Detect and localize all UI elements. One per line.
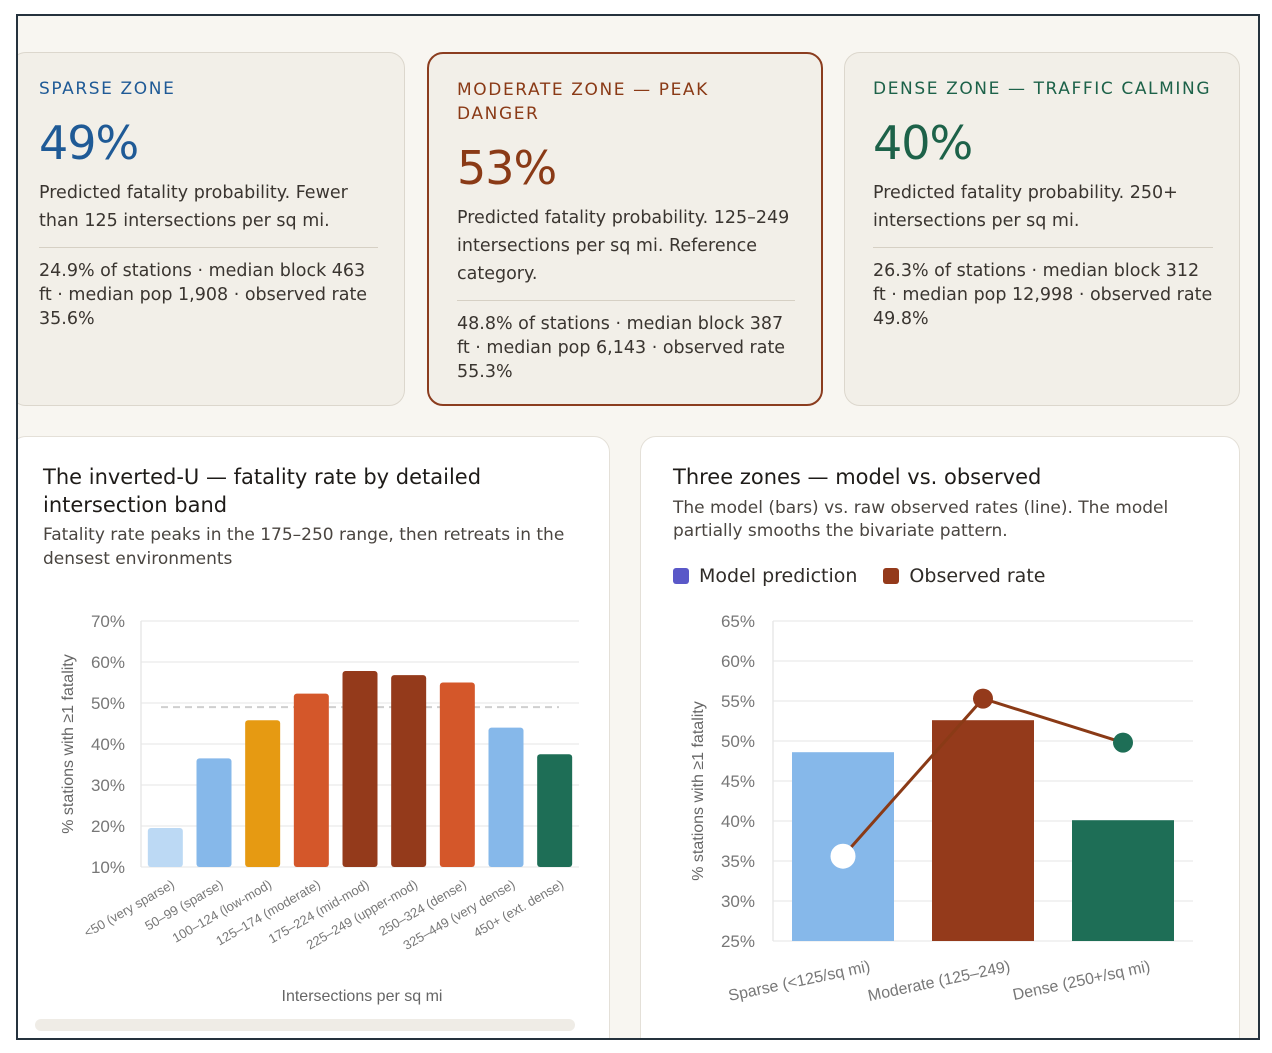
y-tick-label: 35% — [721, 852, 755, 871]
y-tick-label: 45% — [721, 772, 755, 791]
chart-title: The inverted-U — fatality rate by detail… — [43, 465, 482, 517]
bar — [439, 682, 475, 867]
bar — [245, 720, 281, 867]
legend-label: Model prediction — [699, 565, 858, 587]
chart-title: Three zones — model vs. observed — [673, 465, 1042, 489]
x-tick-label: 450+ (ext. dense) — [471, 877, 566, 941]
bar — [537, 754, 573, 867]
zone-description: Predicted fatality probability. Fewer th… — [39, 183, 348, 231]
model-bar — [932, 720, 1034, 941]
legend-item-model[interactable]: Model prediction — [673, 565, 857, 587]
scroll-strip — [35, 1019, 575, 1031]
y-tick-label: 40% — [721, 812, 755, 831]
bar — [196, 758, 232, 867]
zone-percentage: 40% — [873, 116, 973, 170]
y-tick-label: 50% — [91, 694, 125, 713]
zone-title: MODERATE ZONE — PEAK DANGER — [457, 80, 709, 124]
dense-zone-card: DENSE ZONE — TRAFFIC CALMING 40% Predict… — [844, 52, 1240, 406]
legend-item-observed[interactable]: Observed rate — [883, 565, 1045, 587]
y-tick-label: 50% — [721, 732, 755, 751]
zone-title: DENSE ZONE — TRAFFIC CALMING — [873, 79, 1212, 99]
three-zones-chart-panel: Three zones — model vs. observed The mod… — [640, 436, 1240, 1038]
y-tick-label: 70% — [91, 612, 125, 631]
moderate-zone-card: MODERATE ZONE — PEAK DANGER 53% Predicte… — [427, 52, 823, 406]
observed-point — [833, 846, 853, 867]
y-axis-title: % stations with ≥1 fatality — [690, 701, 707, 881]
zone-stats: 26.3% of stations · median block 312 ft … — [873, 261, 1213, 329]
inverted-u-chart-panel: The inverted-U — fatality rate by detail… — [18, 436, 610, 1038]
legend-swatch — [673, 568, 689, 584]
zone-stats: 48.8% of stations · median block 387 ft … — [457, 314, 786, 382]
observed-point — [1113, 732, 1133, 753]
zone-stats: 24.9% of stations · median block 463 ft … — [39, 261, 368, 329]
y-tick-label: 40% — [91, 735, 125, 754]
x-tick-label: Moderate (125–249) — [866, 958, 1011, 1005]
x-tick-label: Sparse (<125/sq mi) — [727, 958, 872, 1005]
zone-title: SPARSE ZONE — [39, 79, 176, 99]
divider — [457, 300, 795, 301]
legend-swatch — [883, 568, 900, 584]
bar — [391, 675, 427, 867]
y-tick-label: 60% — [721, 652, 755, 671]
y-tick-label: 60% — [91, 653, 125, 672]
y-tick-label: 55% — [721, 692, 755, 711]
y-tick-label: 30% — [721, 892, 755, 911]
bar — [147, 828, 183, 867]
dashboard-frame: SPARSE ZONE 49% Predicted fatality proba… — [16, 14, 1260, 1040]
zone-description: Predicted fatality probability. 250+ int… — [873, 183, 1178, 231]
chart-subtitle: Fatality rate peaks in the 175–250 range… — [43, 525, 565, 569]
legend-label: Observed rate — [909, 565, 1046, 587]
divider — [39, 247, 378, 248]
x-axis-title: Intersections per sq mi — [282, 988, 443, 1005]
chart-subtitle: The model (bars) vs. raw observed rates … — [673, 498, 1169, 541]
y-tick-label: 10% — [91, 858, 125, 877]
chart-legend: Model prediction Observed rate — [673, 565, 1045, 587]
inverted-u-bar-chart: 10%20%30%40%50%60%70%<50 (very sparse)50… — [60, 612, 579, 1005]
zone-description: Predicted fatality probability. 125–249 … — [457, 208, 790, 284]
bar — [293, 693, 329, 867]
observed-point-ring — [830, 843, 856, 869]
y-tick-label: 65% — [721, 612, 755, 631]
y-tick-label: 30% — [91, 776, 125, 795]
y-axis-title: % stations with ≥1 fatality — [60, 654, 77, 834]
model-bar — [1072, 820, 1174, 941]
bar — [488, 727, 524, 867]
divider — [873, 247, 1213, 248]
sparse-zone-card: SPARSE ZONE 49% Predicted fatality proba… — [18, 52, 405, 406]
y-tick-label: 20% — [91, 817, 125, 836]
y-tick-label: 25% — [721, 932, 755, 951]
bar — [342, 671, 378, 867]
three-zones-combo-chart: 25% 30% 35% 40% 45% 50% 55% 60% 65% Sparse (<125/… — [690, 612, 1193, 1005]
zone-percentage: 49% — [39, 116, 139, 170]
zone-percentage: 53% — [457, 141, 557, 195]
x-tick-label: Dense (250+/sq mi) — [1011, 958, 1152, 1004]
observed-point — [973, 688, 993, 709]
